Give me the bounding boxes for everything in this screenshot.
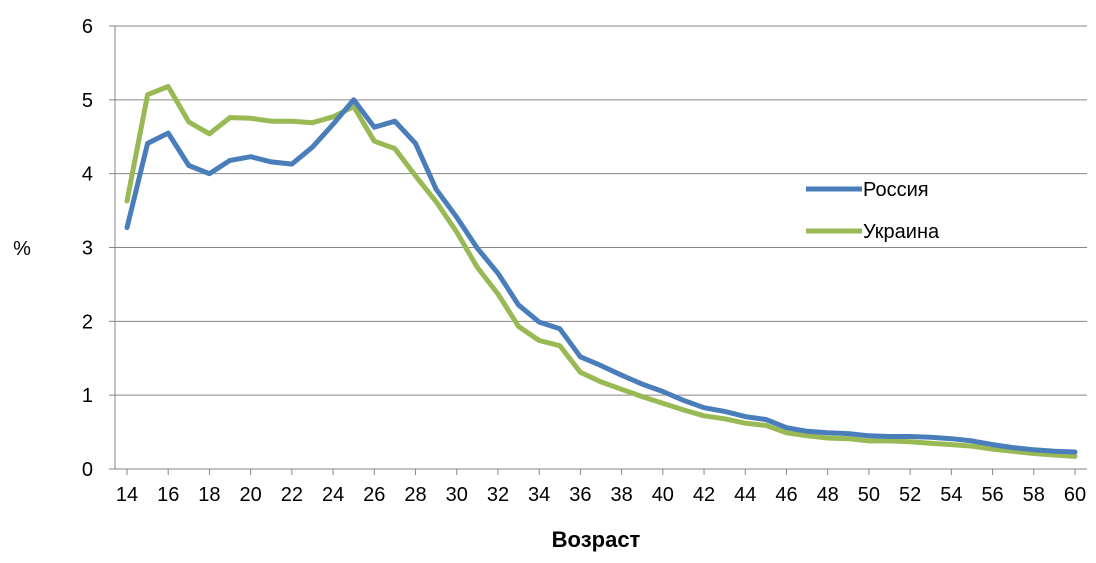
y-tick-label-2: 2 <box>82 311 93 333</box>
x-tick-label-15: 44 <box>734 484 756 506</box>
x-tick-label-11: 36 <box>569 484 591 506</box>
x-tick-label-23: 60 <box>1064 484 1086 506</box>
x-tick-label-20: 54 <box>940 484 962 506</box>
x-tick-label-10: 34 <box>528 484 550 506</box>
x-tick-label-4: 22 <box>281 484 303 506</box>
y-tick-label-0: 0 <box>82 459 93 481</box>
x-tick-label-3: 20 <box>240 484 262 506</box>
x-tick-label-13: 40 <box>652 484 674 506</box>
x-tick-label-7: 28 <box>404 484 426 506</box>
x-tick-label-1: 16 <box>157 484 179 506</box>
y-axis-label: % <box>13 238 31 260</box>
x-axis-label: Возраст <box>552 527 641 552</box>
series-line-0 <box>124 97 1078 455</box>
y-axis-ticks: 0 1 2 3 4 5 6 <box>82 16 115 481</box>
x-tick-label-16: 46 <box>775 484 797 506</box>
x-tick-label-12: 38 <box>610 484 632 506</box>
y-tick-label-1: 1 <box>82 385 93 407</box>
series-lines <box>124 84 1078 459</box>
x-tick-label-8: 30 <box>446 484 468 506</box>
x-tick-label-5: 24 <box>322 484 344 506</box>
series-line-1 <box>124 84 1078 459</box>
x-tick-label-14: 42 <box>693 484 715 506</box>
x-tick-label-17: 48 <box>817 484 839 506</box>
x-tick-label-9: 32 <box>487 484 509 506</box>
x-tick-label-22: 58 <box>1023 484 1045 506</box>
legend-label-0: Россия <box>863 179 929 201</box>
y-tick-label-6: 6 <box>82 16 93 38</box>
y-tick-label-4: 4 <box>82 164 93 186</box>
x-axis-ticks: 14 16 18 20 22 24 26 28 30 32 34 36 38 40 42 44 46 48 50 52… <box>116 469 1086 506</box>
x-tick-label-19: 52 <box>899 484 921 506</box>
x-tick-label-18: 50 <box>858 484 880 506</box>
x-tick-label-0: 14 <box>116 484 138 506</box>
x-tick-label-6: 26 <box>363 484 385 506</box>
legend: Россия Украина <box>806 179 940 243</box>
y-tick-label-5: 5 <box>82 90 93 112</box>
legend-label-1: Украина <box>863 221 940 243</box>
x-tick-label-21: 56 <box>981 484 1003 506</box>
y-tick-label-3: 3 <box>82 238 93 260</box>
gridlines <box>114 25 1087 470</box>
x-tick-label-2: 18 <box>198 484 220 506</box>
